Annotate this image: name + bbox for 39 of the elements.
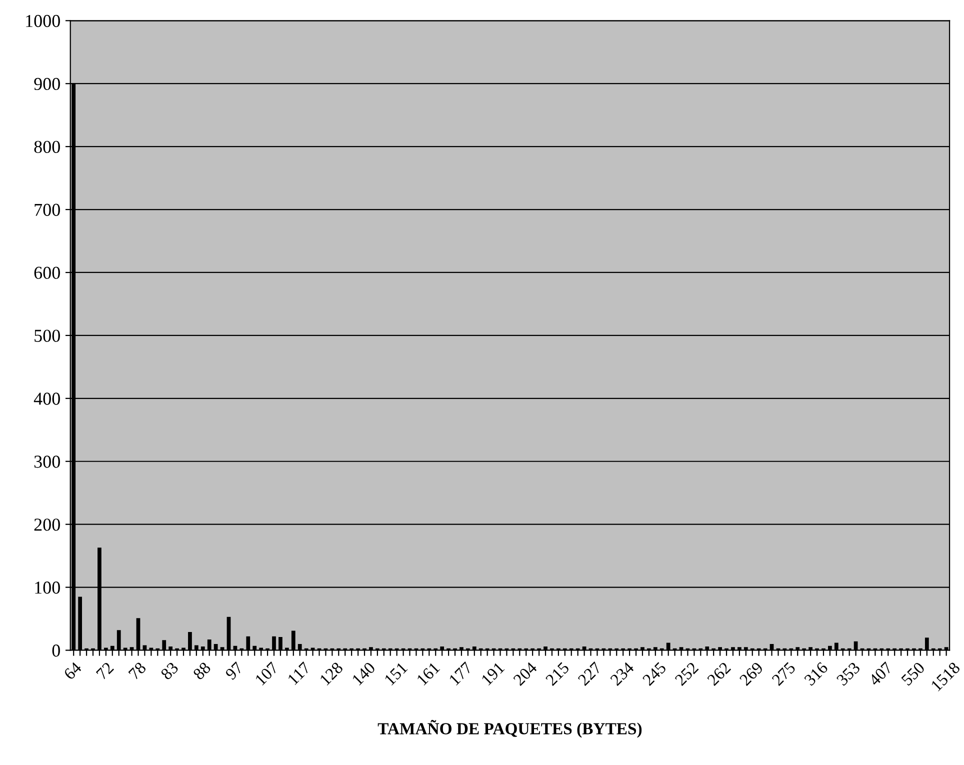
x-tick-label: 161 xyxy=(416,662,440,686)
y-tick-label: 800 xyxy=(34,140,60,154)
x-tick-label: 234 xyxy=(610,661,635,686)
x-tick-label: 88 xyxy=(192,661,212,680)
x-tick-label: 275 xyxy=(771,662,796,686)
x-axis-title: TAMAÑO DE PAQUETES (BYTES) xyxy=(378,720,642,738)
x-tick-label: 78 xyxy=(128,661,147,680)
x-tick-label: 227 xyxy=(577,661,602,686)
x-tick-label: 151 xyxy=(384,662,408,686)
y-tick-label: 500 xyxy=(34,330,60,342)
x-tick-label: 215 xyxy=(545,662,570,686)
y-tick-label: 400 xyxy=(34,392,60,405)
y-tick-label: 1000 xyxy=(26,14,60,28)
x-tick-label: 252 xyxy=(674,662,699,686)
x-tick-label: 64 xyxy=(63,661,82,680)
y-tick-label: 900 xyxy=(34,78,60,90)
x-tick-label: 550 xyxy=(900,661,926,686)
y-tick-label: 300 xyxy=(34,456,60,468)
y-tick-label: 0 xyxy=(52,644,60,657)
y-tick-label: 200 xyxy=(34,518,60,531)
x-tick-label: 353 xyxy=(836,662,861,686)
y-tick-label: 600 xyxy=(34,266,60,279)
x-tick-label: 316 xyxy=(804,661,828,686)
x-tick-label: 117 xyxy=(287,661,311,686)
x-tick-label: 128 xyxy=(319,661,344,686)
x-tick-label: 262 xyxy=(706,662,732,686)
x-tick-label: 191 xyxy=(481,662,505,686)
x-tick-label: 245 xyxy=(642,662,667,686)
x-tick-label: 107 xyxy=(254,661,279,686)
y-tick-label: 100 xyxy=(35,582,60,594)
x-tick-label: 204 xyxy=(512,661,538,686)
x-tick-label: 140 xyxy=(352,661,376,686)
x-tick-label: 83 xyxy=(160,661,179,680)
x-tick-label: 97 xyxy=(224,661,244,680)
x-tick-label: 407 xyxy=(868,661,894,686)
x-tick-label: 72 xyxy=(96,662,114,680)
y-tick-label: 700 xyxy=(34,204,60,216)
x-tick-label: 177 xyxy=(448,661,473,686)
x-tick-label: 269 xyxy=(739,662,764,686)
